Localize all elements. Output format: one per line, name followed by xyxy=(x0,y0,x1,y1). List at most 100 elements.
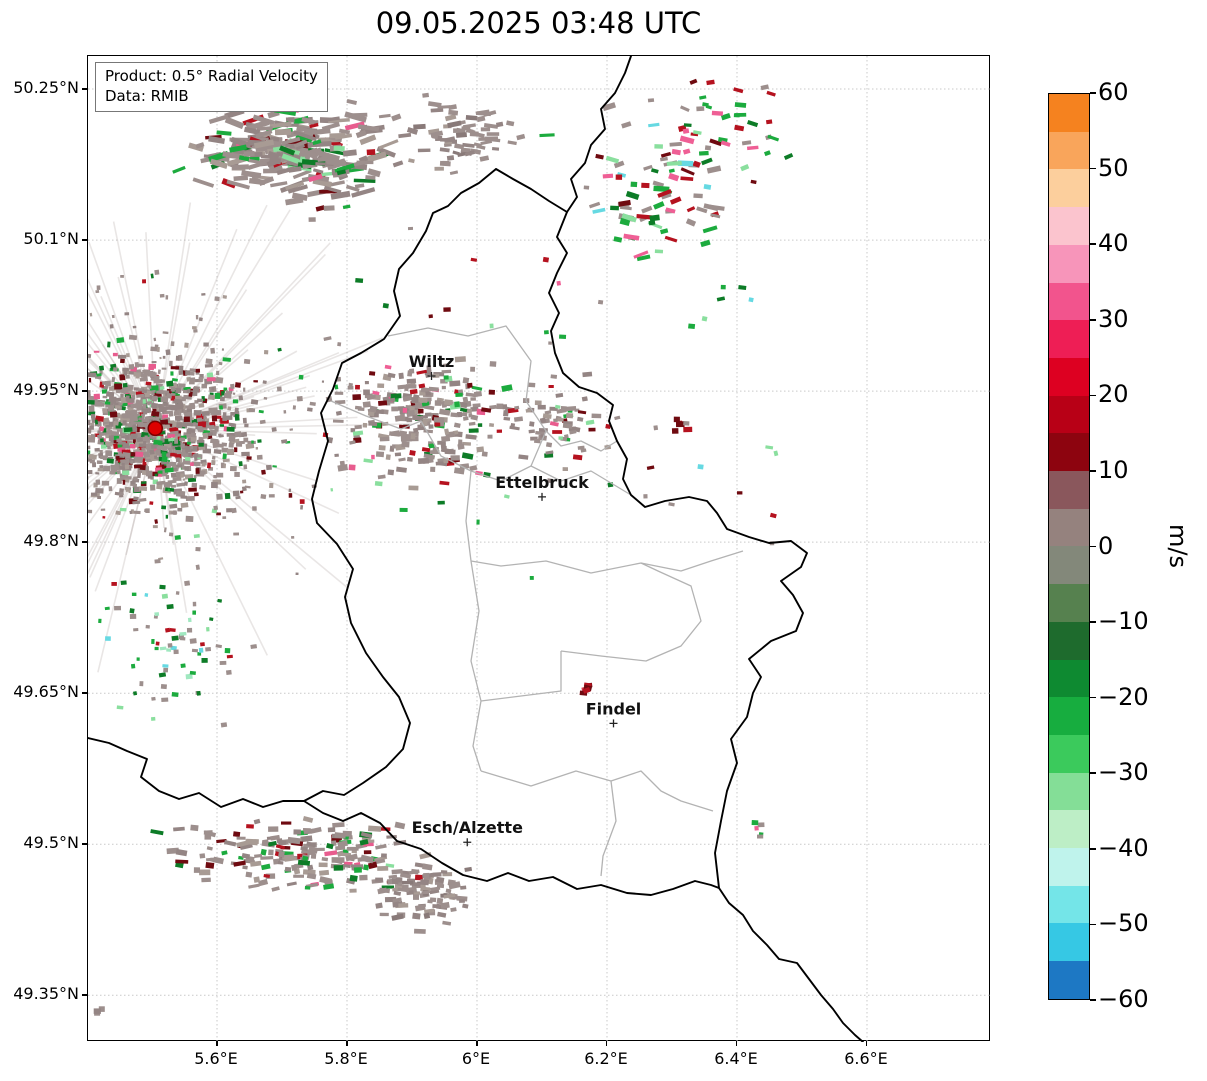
radar-echo xyxy=(413,123,426,130)
radar-echo xyxy=(143,451,151,458)
radar-echo xyxy=(212,442,219,449)
radar-echo xyxy=(668,172,680,182)
radar-echo xyxy=(198,647,204,653)
map-canvas: Wiltz Ettelbruck Findel Esch/Alzette xyxy=(88,56,991,1042)
radar-echo xyxy=(350,428,356,433)
radar-echo xyxy=(450,432,455,437)
radar-echo xyxy=(153,337,157,342)
radar-echo xyxy=(623,233,640,241)
radar-echo xyxy=(701,157,713,166)
radar-echo xyxy=(319,876,333,885)
radar-spoke xyxy=(125,459,150,555)
radar-echo xyxy=(235,495,241,500)
y-tick-label: 49.5°N xyxy=(23,833,79,853)
radar-echo xyxy=(115,510,121,516)
x-tick-label: 5.6°E xyxy=(194,1049,238,1068)
radar-echo xyxy=(111,430,120,437)
radar-echo xyxy=(480,139,493,146)
radar-spoke xyxy=(172,337,383,423)
radar-echo xyxy=(241,451,250,457)
radar-echo xyxy=(172,476,182,482)
radar-echo xyxy=(279,145,296,156)
radar-echo xyxy=(414,928,426,934)
radar-echo xyxy=(109,411,118,418)
x-tick-mark xyxy=(476,1041,478,1046)
radar-echo xyxy=(289,428,294,431)
radar-echo xyxy=(213,474,217,479)
colorbar-segment xyxy=(1049,810,1089,849)
radar-echo xyxy=(224,116,245,130)
radar-echo xyxy=(711,110,724,116)
radar-echo xyxy=(302,855,309,861)
radar-echo xyxy=(562,467,569,472)
radar-spoke xyxy=(88,457,129,501)
radar-echo xyxy=(368,371,376,376)
radar-echo xyxy=(345,184,360,193)
radar-echo xyxy=(108,435,114,442)
radar-echo xyxy=(418,408,424,414)
radar-echo xyxy=(244,423,249,428)
radar-echo xyxy=(402,408,408,413)
radar-echo xyxy=(321,122,341,131)
radar-echo xyxy=(332,419,344,423)
radar-echo xyxy=(164,627,171,633)
radar-echo xyxy=(98,1006,105,1012)
radar-echo xyxy=(226,179,250,190)
radar-echo xyxy=(210,438,219,444)
radar-echo xyxy=(408,869,420,875)
radar-echo xyxy=(222,516,227,519)
radar-echo xyxy=(131,409,138,415)
radar-echo xyxy=(680,176,694,181)
radar-echo xyxy=(133,476,138,481)
radar-echo xyxy=(88,484,89,490)
radar-echo xyxy=(418,383,426,389)
colorbar-segment xyxy=(1049,244,1089,283)
radar-echo xyxy=(765,119,773,125)
radar-echo xyxy=(145,381,152,386)
radar-echo xyxy=(377,400,388,406)
radar-spoke xyxy=(177,253,326,407)
radar-echo xyxy=(195,314,199,320)
y-tick-label: 50.25°N xyxy=(13,78,79,98)
radar-echo xyxy=(338,128,351,135)
radar-echo xyxy=(88,454,97,460)
radar-echo xyxy=(320,171,336,177)
radar-echo xyxy=(243,150,255,157)
radar-echo xyxy=(201,383,208,389)
radar-echo xyxy=(260,848,267,856)
radar-echo xyxy=(316,847,325,851)
radar-echo xyxy=(180,442,186,448)
radar-echo xyxy=(368,421,378,427)
radar-echo xyxy=(198,403,205,408)
radar-echo xyxy=(417,148,431,153)
x-tick-mark xyxy=(865,1041,868,1046)
radar-echo xyxy=(468,413,473,418)
radar-echo xyxy=(196,398,204,403)
radar-echo xyxy=(191,648,199,653)
radar-echo xyxy=(122,470,130,476)
radar-echo xyxy=(291,864,298,872)
radar-echo xyxy=(150,273,154,279)
y-tick-mark xyxy=(82,692,87,694)
radar-echo xyxy=(464,866,473,872)
radar-echo xyxy=(104,606,110,611)
radar-echo xyxy=(717,137,728,143)
radar-echo xyxy=(121,413,128,419)
radar-echo xyxy=(122,452,131,458)
radar-echo xyxy=(218,434,224,438)
radar-echo xyxy=(180,663,186,668)
radar-echo xyxy=(116,337,125,344)
radar-echo xyxy=(688,323,696,330)
radar-echo xyxy=(475,109,490,116)
radar-echo xyxy=(442,160,450,165)
radar-echo xyxy=(392,160,404,168)
radar-echo xyxy=(171,691,179,698)
radar-echo xyxy=(429,886,441,892)
radar-echo xyxy=(760,84,769,91)
city-marker xyxy=(609,719,618,728)
radar-echo xyxy=(309,826,322,834)
x-tick-mark xyxy=(605,1041,608,1046)
radar-echo xyxy=(614,415,621,421)
radar-echo xyxy=(189,462,194,467)
radar-echo xyxy=(223,387,228,391)
